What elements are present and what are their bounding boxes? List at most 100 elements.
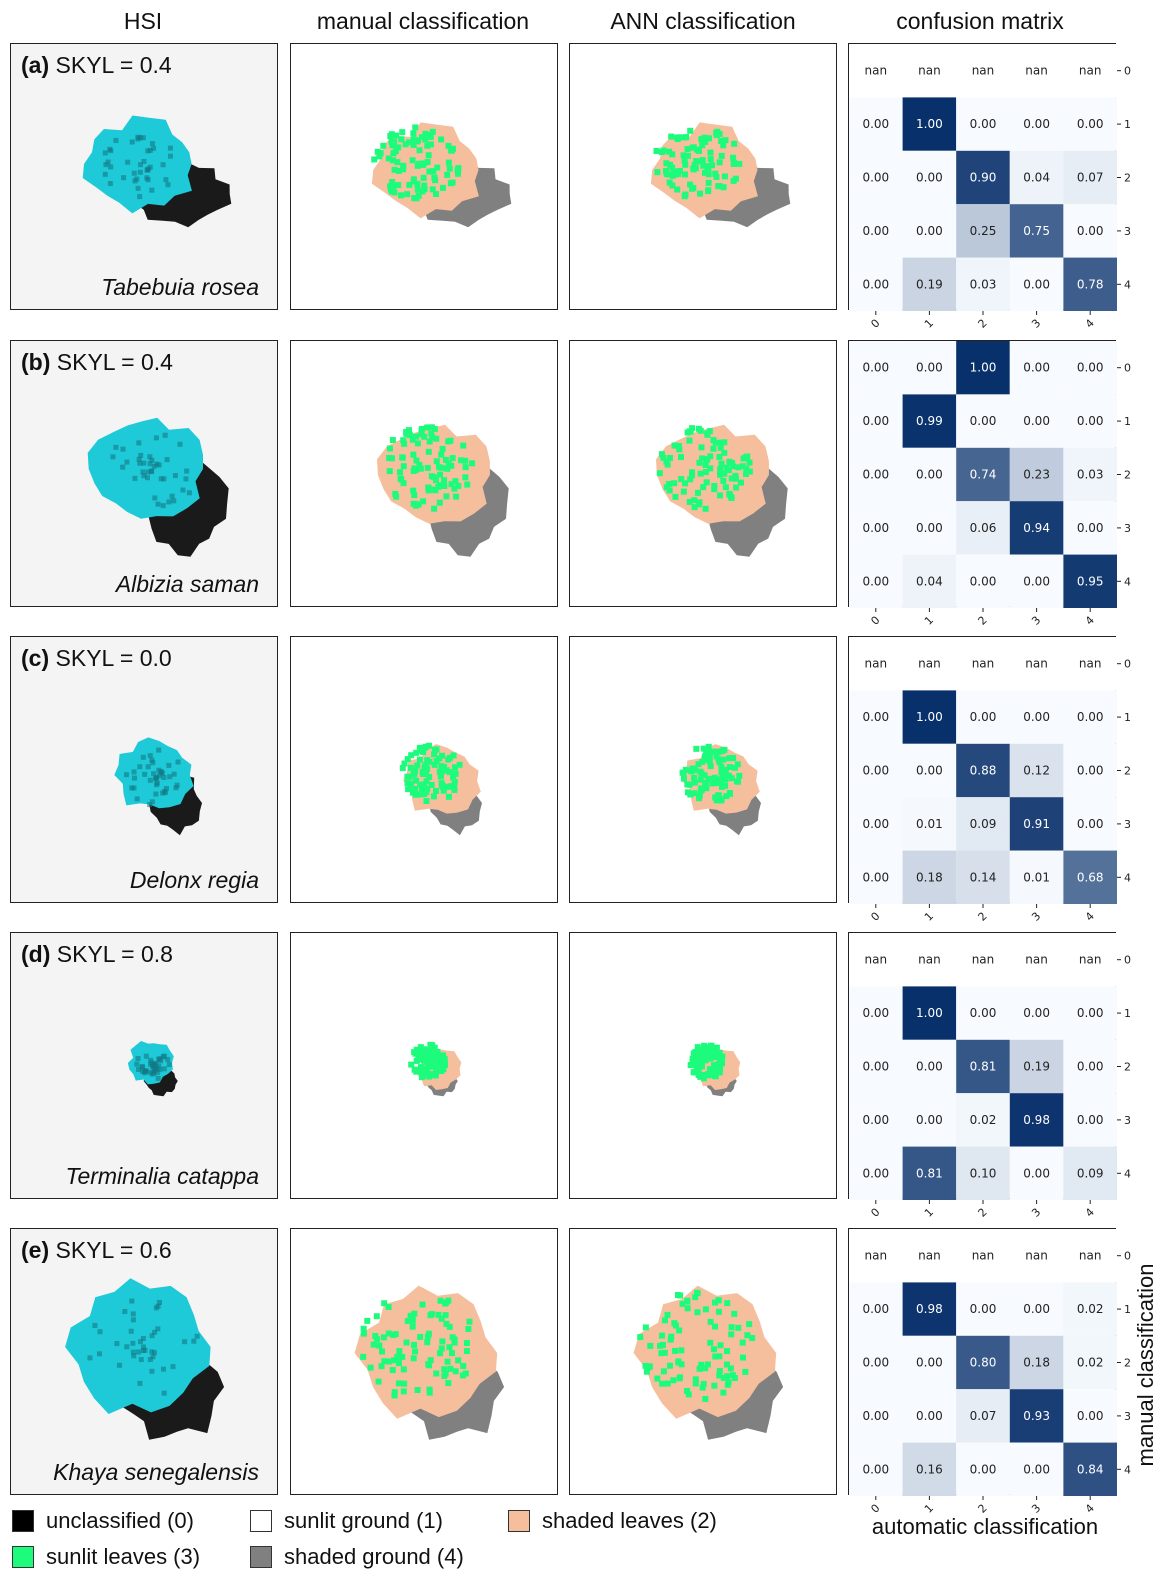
cell-value-label: 0.14 [970,870,997,884]
cell-value-label: nan [972,953,995,967]
heatmap-cell [902,1146,957,1200]
cell-value-label: 0.25 [970,224,997,238]
cell-value-label: 0.00 [916,1409,943,1423]
cell-value-label: 0.00 [1077,764,1104,778]
cell-value-label: 1.00 [916,710,943,724]
cell-value-label: 0.00 [1077,414,1104,428]
classification-map [354,1285,505,1440]
heatmap-cell [956,1039,1010,1094]
manual-classification-panel [290,43,558,310]
cell-value-label: 0.93 [1023,1409,1050,1423]
ann-classification-panel [569,932,837,1199]
heatmap-cell [956,690,1010,744]
y-tick-label: 4 [1124,1167,1131,1180]
cell-value-label: 0.00 [862,224,889,238]
cell-value-label: nan [1025,64,1048,78]
sunlit-leaves-region [656,425,753,512]
cell-value-label: 0.00 [1077,521,1104,535]
ann-classification-panel [569,43,837,310]
heatmap-cell [902,341,957,395]
cell-value-label: 0.00 [862,468,889,482]
cell-value-label: nan [1079,1249,1102,1263]
legend-shaded-leaves: shaded leaves (2) [508,1508,717,1534]
cell-value-label: 0.00 [916,224,943,238]
confusion-matrix: nan nan nan nan nan 0.00 1.00 0.00 0.00 0.00 0.00 0… [848,43,1131,331]
heatmap-cell [956,97,1010,151]
skyl-value: SKYL = 0.8 [56,941,173,967]
cell-value-label: 0.00 [1077,710,1104,724]
heatmap-cell [902,933,957,987]
heatmap-cell [956,150,1010,205]
cell-value-label: 0.00 [862,1409,889,1423]
cell-value-label: nan [972,657,995,671]
hsi-image [11,341,277,606]
heatmap-cell [1009,690,1064,744]
heatmap-cell [1009,394,1064,448]
heatmap-cell [849,257,903,311]
cell-value-label: 0.00 [916,361,943,375]
cell-value-label: nan [1025,953,1048,967]
cell-value-label: 0.18 [916,870,943,884]
classification-map [656,424,788,557]
legend-label: sunlit leaves (3) [46,1544,201,1569]
cell-value-label: nan [972,1249,995,1263]
cell-value-label: 0.06 [970,521,997,535]
y-tick-label: 1 [1124,1303,1131,1316]
cell-value-label: 0.12 [1023,764,1050,778]
y-tick-label: 3 [1124,818,1131,831]
cell-value-label: 0.00 [1077,117,1104,131]
confusion-matrix: nan nan nan nan nan 0.00 1.00 0.00 0.00 0.00 0.00 0… [848,932,1131,1220]
heatmap-cell [1009,341,1064,395]
cell-value-label: 0.00 [916,1356,943,1370]
panel-label: (c) SKYL = 0.0 [21,645,172,672]
cell-value-label: 0.00 [916,1060,943,1074]
heatmap-cell [1009,44,1064,98]
cell-value-label: 0.00 [862,817,889,831]
heatmap-cell [902,1039,957,1094]
cell-value-label: 0.00 [1023,277,1050,291]
cell-value-label: 0.00 [970,574,997,588]
x-tick-label: 3 [1029,614,1043,628]
heatmap-cell [902,44,957,98]
cell-value-label: 0.00 [916,1113,943,1127]
heatmap-cell [956,257,1010,311]
heatmap-cell [956,44,1010,98]
x-tick-label: 2 [976,614,990,628]
cell-value-label: 0.00 [1077,1113,1104,1127]
header-manual: manual classification [316,8,530,34]
cell-value-label: 0.95 [1077,574,1104,588]
cell-value-label: nan [865,64,888,78]
y-tick-label: 1 [1124,415,1131,428]
heatmap-cell [849,690,903,744]
cell-value-label: 0.00 [1077,817,1104,831]
heatmap-cell [956,394,1010,448]
heatmap-cell [849,97,903,151]
sunlit-leaves-region [399,742,463,804]
confusion-matrix: nan nan nan nan nan 0.00 0.98 0.00 0.00 0.02 0.00 0… [848,1228,1131,1516]
hsi-image [11,44,277,309]
y-tick-label: 3 [1124,225,1131,238]
sunlit-leaves-region [679,743,743,804]
cell-value-label: nan [1025,657,1048,671]
heatmap-cell [849,394,903,448]
sunlit-leaves-region [408,1041,449,1081]
header-ann: ANN classification [610,8,796,34]
hsi-image-panel: (e) SKYL = 0.6 Khaya senegalensis [10,1228,278,1495]
heatmap-cell [902,394,957,448]
cell-value-label: 0.02 [1077,1356,1104,1370]
x-tick-label: 2 [976,317,990,331]
skyl-value: SKYL = 0.0 [55,645,172,671]
hsi-image-panel: (b) SKYL = 0.4 Albizia saman [10,340,278,607]
heatmap-cell [1009,501,1064,555]
heatmap-cell [1063,850,1117,904]
cell-value-label: nan [865,657,888,671]
cell-value-label: 0.00 [862,1060,889,1074]
cell-value-label: 0.00 [1077,1006,1104,1020]
sunlit-leaves-region [386,424,476,512]
cell-value-label: nan [972,64,995,78]
cell-value-label: 0.00 [1023,1166,1050,1180]
heatmap-cell [956,1442,1010,1496]
x-axis-label: automatic classification [871,1514,1099,1539]
heatmap-cell [902,150,957,205]
heatmap-cell [1009,150,1064,205]
